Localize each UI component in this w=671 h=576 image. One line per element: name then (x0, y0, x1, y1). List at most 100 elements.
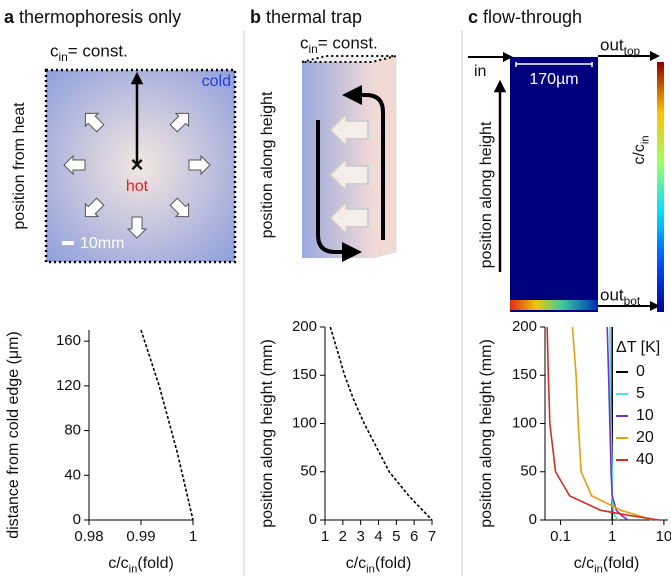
y-tick-label: 100 (292, 414, 317, 431)
out-top-label-main: out (600, 35, 624, 54)
out-bot-label: out bot (600, 285, 641, 308)
y-tick-label: 0 (309, 511, 317, 528)
y-tick-label: 40 (64, 466, 81, 483)
out-top-label-sub: top (624, 44, 641, 58)
cin-label-suffix: = const. (318, 33, 378, 52)
block-arrow (169, 197, 190, 218)
y-tick-label: 120 (56, 377, 81, 394)
colorbar-label-sub: in (640, 135, 652, 144)
block-arrow (188, 154, 211, 176)
block-arrow (126, 216, 148, 239)
x-tick-label: 4 (374, 528, 382, 545)
colorbar-label-main: c/c (631, 144, 648, 164)
width-bracket (515, 62, 593, 67)
x-axis-label: c/c in (fold) (574, 555, 640, 575)
out-bot-label-sub: bot (624, 294, 641, 308)
block-arrow (328, 199, 369, 237)
x-tick-label: 0.98 (74, 528, 103, 545)
x-axis-label-main: c/c (574, 555, 594, 572)
out-top-label: out top (600, 35, 641, 58)
legend-title: ΔT [K] (616, 339, 660, 356)
cin-label-suffix: = const. (68, 41, 128, 60)
legend-label: 20 (636, 429, 654, 446)
block-arrow (84, 112, 105, 133)
arrows (63, 112, 211, 239)
y-axis-label: distance from cold edge (μm) (5, 331, 22, 539)
y-tick-label: 0 (73, 511, 81, 528)
cross: × (131, 152, 144, 177)
x-tick-label: 7 (428, 528, 436, 545)
x-tick-label: 6 (410, 528, 418, 545)
x-axis-label: c/c in (fold) (346, 555, 412, 575)
x-axis-label-suffix: (fold) (375, 555, 411, 572)
data-line (571, 326, 653, 521)
y-tick-label: 150 (292, 366, 317, 383)
x-tick-label: 10 (656, 528, 671, 545)
block-arrow (328, 156, 369, 194)
hot-label: hot (126, 178, 149, 195)
scale-bar (62, 241, 74, 245)
box-top (301, 55, 397, 63)
y-label: position along height (478, 121, 495, 268)
x-axis-label-sub: in (366, 564, 375, 576)
colorbar-label: c/cin (631, 135, 651, 164)
colorbar (657, 62, 664, 312)
panel-letter: c (468, 7, 478, 27)
y-tick-label: 200 (292, 318, 317, 335)
x-tick-label: 5 (392, 528, 400, 545)
cin-label: c in = const. (300, 33, 378, 56)
x-tick-label: 1 (321, 528, 329, 545)
x-axis-label-main: c/c (108, 555, 128, 572)
y-tick-label: 100 (512, 414, 537, 431)
block-arrow (328, 111, 369, 149)
x-tick-label: 0.1 (550, 528, 571, 545)
x-axis-label-sub: in (594, 564, 603, 576)
panel-letter: b (250, 7, 261, 27)
cycle-arrow (342, 85, 385, 240)
y-tick-label: 50 (520, 463, 537, 480)
cold-label: cold (202, 73, 231, 90)
data-line (140, 329, 194, 521)
x-tick-label: 3 (356, 528, 364, 545)
legend-label: 5 (636, 385, 645, 402)
width-label: 170µm (529, 71, 578, 88)
y-tick-label: 150 (512, 366, 537, 383)
block-arrow (169, 112, 190, 133)
scale-label: 10mm (80, 235, 124, 252)
cin-label-main: c (300, 33, 309, 52)
x-axis-label-suffix: (fold) (603, 555, 639, 572)
legend-label: 10 (636, 407, 654, 424)
channel-bottom (510, 300, 598, 310)
y-tick-label: 160 (56, 332, 81, 349)
legend-label: 0 (636, 363, 645, 380)
panel-title: thermal trap (266, 7, 362, 27)
in-label: in (474, 63, 486, 80)
box-front (302, 62, 372, 258)
panel-title: flow-through (483, 7, 582, 27)
y-axis-label: position along height (mm) (478, 339, 495, 528)
cin-label: c in = const. (50, 41, 128, 64)
x-tick-label: 2 (339, 528, 347, 545)
x-tick-label: 1 (608, 528, 616, 545)
panel-letter: a (4, 7, 15, 27)
x-axis-label-sub: in (129, 564, 138, 576)
y-axis-label: position along height (mm) (259, 339, 276, 528)
cin-label-sub: in (309, 42, 318, 56)
arrows (328, 111, 369, 237)
x-axis-label-main: c/c (346, 555, 366, 572)
block-arrow (84, 197, 105, 218)
cycle-arrow (316, 120, 362, 262)
y-tick-label: 50 (300, 463, 317, 480)
x-tick-label: 0.99 (126, 528, 155, 545)
y-tick-label: 80 (64, 422, 81, 439)
panel-title: thermophoresis only (19, 7, 181, 27)
x-tick-label: 1 (189, 528, 197, 545)
cin-label-sub: in (59, 50, 68, 64)
y-label: position along height (259, 91, 276, 238)
data-line (329, 326, 433, 521)
block-arrow (63, 154, 86, 176)
legend-label: 40 (636, 451, 654, 468)
cin-label-main: c (50, 41, 59, 60)
x-axis-label-suffix: (fold) (137, 555, 173, 572)
